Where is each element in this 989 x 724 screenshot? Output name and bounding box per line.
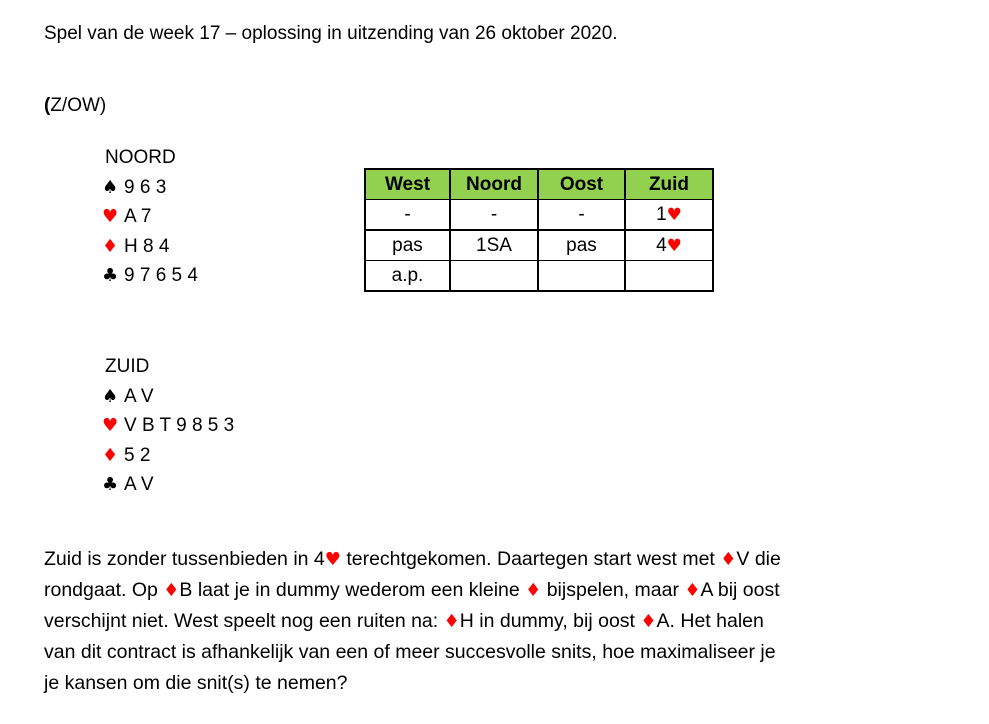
paragraph-text: bijspelen, maar bbox=[541, 579, 685, 601]
spade-icon: ♠ bbox=[102, 385, 119, 407]
card-text: V B T 9 8 5 3 bbox=[124, 415, 235, 436]
suit-line: ♥ V B T 9 8 5 3 bbox=[102, 411, 234, 441]
bid-cell bbox=[624, 260, 714, 292]
diamond-icon: ♦ bbox=[163, 580, 180, 601]
south-hand: ZUID ♠ A V ♥ V B T 9 8 5 3 ♦ 5 2 ♣ A V bbox=[102, 352, 234, 500]
hand-label: ZUID bbox=[105, 356, 150, 377]
bid-header-cell: Zuid bbox=[624, 168, 714, 200]
paragraph-text: A. Het halen bbox=[656, 610, 764, 632]
heart-icon: ♥ bbox=[666, 235, 682, 256]
suit-line: ♣ 9 7 6 5 4 bbox=[102, 261, 198, 291]
paragraph-text: rondgaat. Op bbox=[44, 579, 164, 601]
bid-cell: pas bbox=[537, 229, 626, 261]
diamond-icon: ♦ bbox=[720, 549, 737, 570]
hand-label: NOORD bbox=[105, 147, 176, 168]
bid-header-cell: Noord bbox=[449, 168, 539, 200]
suit-line: ♠ 9 6 3 bbox=[102, 173, 198, 203]
bid-cell bbox=[449, 260, 539, 292]
card-text: A V bbox=[124, 385, 154, 407]
bid-cell bbox=[537, 260, 626, 292]
bid-text: a.p. bbox=[391, 264, 424, 286]
dealer-vulnerability-text: Z/OW) bbox=[50, 95, 107, 116]
diamond-icon: ♦ bbox=[102, 235, 119, 257]
paragraph-line: verschijnt niet. West speelt nog een rui… bbox=[44, 606, 781, 637]
paragraph-text: V die bbox=[736, 548, 781, 570]
bid-cell: a.p. bbox=[364, 260, 451, 292]
paragraph-line: rondgaat. Op ♦B laat je in dummy wederom… bbox=[44, 575, 781, 606]
card-text: 9 7 6 5 4 bbox=[124, 265, 198, 286]
paragraph-text: van dit contract is afhankelijk van een … bbox=[44, 641, 776, 663]
diamond-icon: ♦ bbox=[443, 611, 460, 632]
bid-text: 1SA bbox=[476, 234, 512, 256]
bid-header-cell: Oost bbox=[537, 168, 626, 200]
diamond-icon: ♦ bbox=[525, 580, 542, 601]
card-text: H 8 4 bbox=[124, 235, 170, 257]
dealer-vulnerability-prefix: ( bbox=[44, 95, 51, 116]
bid-text: - bbox=[490, 203, 498, 225]
paragraph-text: A bij oost bbox=[700, 579, 780, 601]
spade-icon: ♠ bbox=[102, 176, 119, 198]
paragraph-line: je kansen om die snit(s) te nemen? bbox=[44, 668, 781, 699]
bid-header-cell: West bbox=[364, 168, 451, 200]
bid-cell: 4♥ bbox=[624, 229, 714, 261]
card-text: 9 6 3 bbox=[124, 176, 167, 198]
paragraph-text: B laat je in dummy wederom een kleine bbox=[179, 579, 526, 601]
bid-cell: - bbox=[537, 199, 626, 231]
suit-line: ♥ A 7 bbox=[102, 202, 198, 232]
bid-text: 1 bbox=[656, 203, 667, 225]
heart-icon: ♥ bbox=[102, 415, 119, 436]
diamond-icon: ♦ bbox=[684, 580, 701, 601]
diamond-icon: ♦ bbox=[102, 444, 119, 466]
bid-text: - bbox=[578, 203, 585, 225]
paragraph-text: Zuid is zonder tussenbieden in 4 bbox=[44, 548, 325, 570]
bidding-row: a.p. bbox=[364, 260, 714, 292]
bid-text: pas bbox=[392, 234, 423, 256]
bidding-table: West Noord Oost Zuid - - -1♥ pas 1SA pas 4♥ a.p. bbox=[364, 168, 714, 292]
bid-text: - bbox=[404, 203, 411, 225]
diamond-icon: ♦ bbox=[640, 611, 657, 632]
north-hand: NOORD ♠ 9 6 3 ♥ A 7 ♦ H 8 4 ♣ 9 7 6 5 4 bbox=[102, 143, 198, 291]
card-text: 5 2 bbox=[124, 444, 151, 466]
body-paragraph: Zuid is zonder tussenbieden in 4♥ terech… bbox=[44, 544, 781, 699]
paragraph-line: van dit contract is afhankelijk van een … bbox=[44, 637, 781, 668]
bid-cell: pas bbox=[364, 229, 451, 261]
card-text: A V bbox=[124, 474, 154, 495]
bid-cell: - bbox=[449, 199, 539, 231]
suit-line: ♦ H 8 4 bbox=[102, 232, 198, 262]
bid-cell: 1SA bbox=[449, 229, 539, 261]
card-text: A 7 bbox=[124, 206, 152, 227]
bidding-row: - - - 1♥ bbox=[364, 199, 714, 231]
paragraph-text: H in dummy, bij oost bbox=[459, 610, 641, 632]
heart-icon: ♥ bbox=[666, 204, 682, 225]
paragraph-text: terechtgekomen. Daartegen start west met bbox=[340, 548, 721, 570]
bid-text: 4 bbox=[656, 234, 667, 256]
heart-icon: ♥ bbox=[324, 549, 341, 570]
suit-line: ♠ A V bbox=[102, 382, 234, 412]
suit-line: ♦ 5 2 bbox=[102, 441, 234, 471]
dealer-vulnerability: (Z/OW) bbox=[44, 94, 106, 118]
suit-line: ♣ A V bbox=[102, 470, 234, 500]
bid-text: pas bbox=[566, 234, 597, 256]
club-icon: ♣ bbox=[102, 474, 119, 495]
bid-cell: - bbox=[364, 199, 451, 231]
page-title: Spel van de week 17 – oplossing in uitze… bbox=[44, 23, 618, 44]
paragraph-line: Zuid is zonder tussenbieden in 4♥ terech… bbox=[44, 544, 781, 575]
bidding-row: pas 1SA pas 4♥ bbox=[364, 229, 714, 261]
paragraph-text: je kansen om die snit(s) te nemen? bbox=[44, 672, 348, 694]
bid-cell: 1♥ bbox=[624, 199, 714, 231]
club-icon: ♣ bbox=[102, 265, 119, 286]
heart-icon: ♥ bbox=[102, 206, 119, 227]
bidding-header-row: West Noord Oost Zuid bbox=[364, 168, 714, 200]
paragraph-text: verschijnt niet. West speelt nog een rui… bbox=[44, 610, 444, 632]
